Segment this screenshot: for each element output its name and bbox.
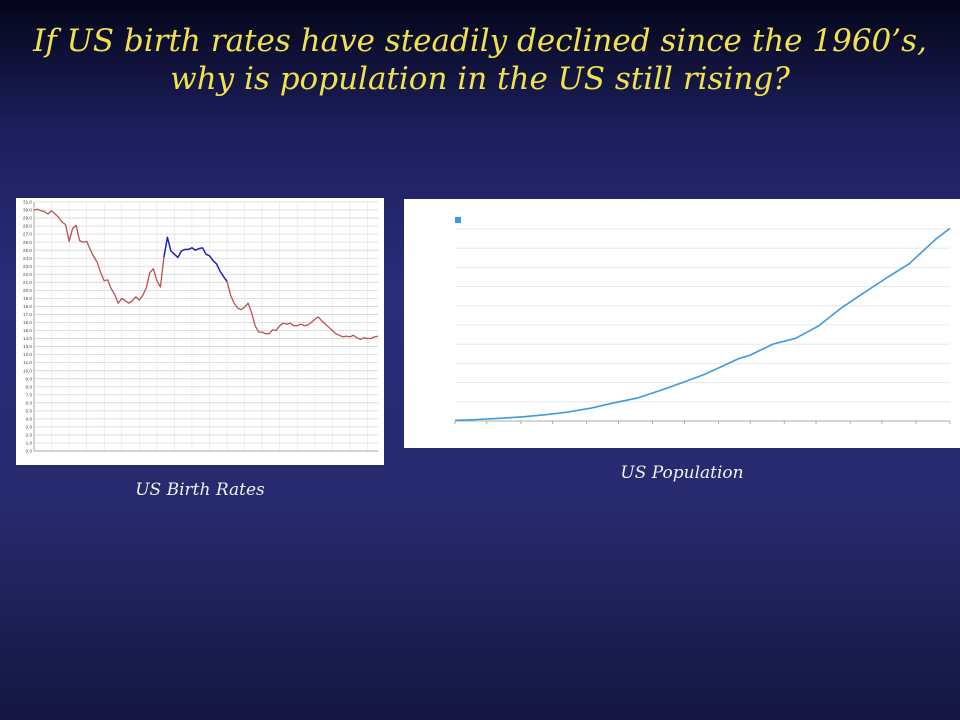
birth-y-tick-label: 8.0 [26, 384, 33, 389]
birth-y-tick-label: 2.0 [26, 433, 33, 438]
birth-y-tick-label: 23.0 [23, 264, 32, 269]
birth-y-tick-label: 15.0 [23, 328, 32, 333]
birth-rate-chart: 0.0 1.0 2.0 3.0 4.0 5.0 6.0 7.0 8.0 9.0 10.0 11.0 12… [23, 200, 379, 454]
birth-y-tick-label: 18.0 [23, 304, 32, 309]
birth-y-tick-label: 7.0 [26, 392, 33, 397]
birth-y-tick-label: 12.0 [23, 352, 32, 357]
birth-y-tick-label: 9.0 [26, 376, 33, 381]
population-line [454, 227, 951, 422]
birth-y-tick-label: 0.0 [26, 449, 33, 454]
birth-y-tick-label: 21.0 [23, 280, 32, 285]
birth-y-tick-label: 13.0 [23, 344, 32, 349]
birth-y-tick-label: 20.0 [23, 288, 32, 293]
birth-y-tick-label: 6.0 [26, 400, 33, 405]
population-chart [454, 217, 951, 424]
birth-y-tick-label: 1.0 [26, 441, 33, 446]
birth-y-tick-label: 3.0 [26, 425, 33, 430]
birth-rate-line-post-boom [226, 281, 379, 341]
birth-y-tick-label: 10.0 [23, 368, 32, 373]
birth-y-tick-label: 22.0 [23, 272, 32, 277]
birth-y-tick-label: 11.0 [23, 360, 32, 365]
birth-rate-line-pre-boom [33, 208, 165, 304]
birth-y-tick-label: 28.0 [23, 224, 32, 229]
birth-y-tick-label: 30.0 [23, 208, 32, 213]
birth-rate-caption: US Birth Rates [135, 480, 265, 500]
birth-y-tick-label: 26.0 [23, 240, 32, 245]
population-chart-panel [404, 199, 960, 448]
birth-y-tick-label: 17.0 [23, 312, 32, 317]
birth-y-tick-label: 25.0 [23, 248, 32, 253]
legend-swatch-persons [455, 217, 461, 223]
birth-y-tick-label: 19.0 [23, 296, 32, 301]
birth-y-tick-label: 4.0 [26, 416, 33, 421]
slide-title: If US birth rates have steadily declined… [33, 23, 927, 97]
birth-y-tick-label: 29.0 [23, 216, 32, 221]
birth-rate-chart-panel: 0.0 1.0 2.0 3.0 4.0 5.0 6.0 7.0 8.0 9.0 10.0 11.0 12… [16, 198, 384, 465]
birth-y-tick-label: 24.0 [23, 256, 32, 261]
birth-y-tick-label: 16.0 [23, 320, 32, 325]
birth-rate-line-baby-boom [163, 236, 228, 282]
birth-y-tick-label: 14.0 [23, 336, 32, 341]
population-caption: US Population [620, 463, 744, 483]
birth-y-tick-label: 31.0 [23, 200, 32, 205]
birth-y-tick-label: 27.0 [23, 232, 32, 237]
birth-y-tick-label: 5.0 [26, 408, 33, 413]
